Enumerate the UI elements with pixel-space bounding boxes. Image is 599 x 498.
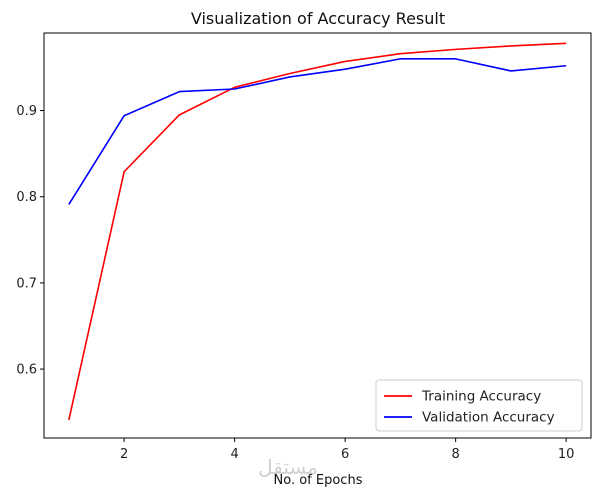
y-tick-label: 0.8 [16, 190, 37, 205]
x-axis-label: No. of Epochs [274, 473, 363, 488]
plot-area [43, 32, 592, 439]
x-tick-label: 10 [558, 447, 575, 462]
chart-title: Visualization of Accuracy Result [191, 9, 445, 28]
series-line-validation-accuracy [68, 58, 567, 205]
x-tick-label: 4 [230, 447, 238, 462]
x-tick-label: 6 [341, 447, 349, 462]
legend: Training Accuracy Validation Accuracy [375, 379, 583, 432]
x-tick-label: 2 [120, 447, 128, 462]
legend-box [375, 379, 583, 432]
y-tick-label: 0.9 [16, 104, 37, 119]
x-axis: 2 4 6 8 10 [120, 438, 574, 462]
y-tick-label: 0.7 [16, 276, 37, 291]
legend-label: Validation Accuracy [422, 410, 555, 426]
y-tick-label: 0.6 [16, 363, 37, 378]
y-axis: 0.6 0.7 0.8 0.9 [16, 104, 44, 378]
watermark-text: مستقل [258, 455, 318, 479]
series-lines [68, 42, 567, 421]
x-tick-label: 8 [451, 447, 459, 462]
series-line-training-accuracy [68, 42, 567, 421]
legend-label: Training Accuracy [421, 389, 541, 405]
